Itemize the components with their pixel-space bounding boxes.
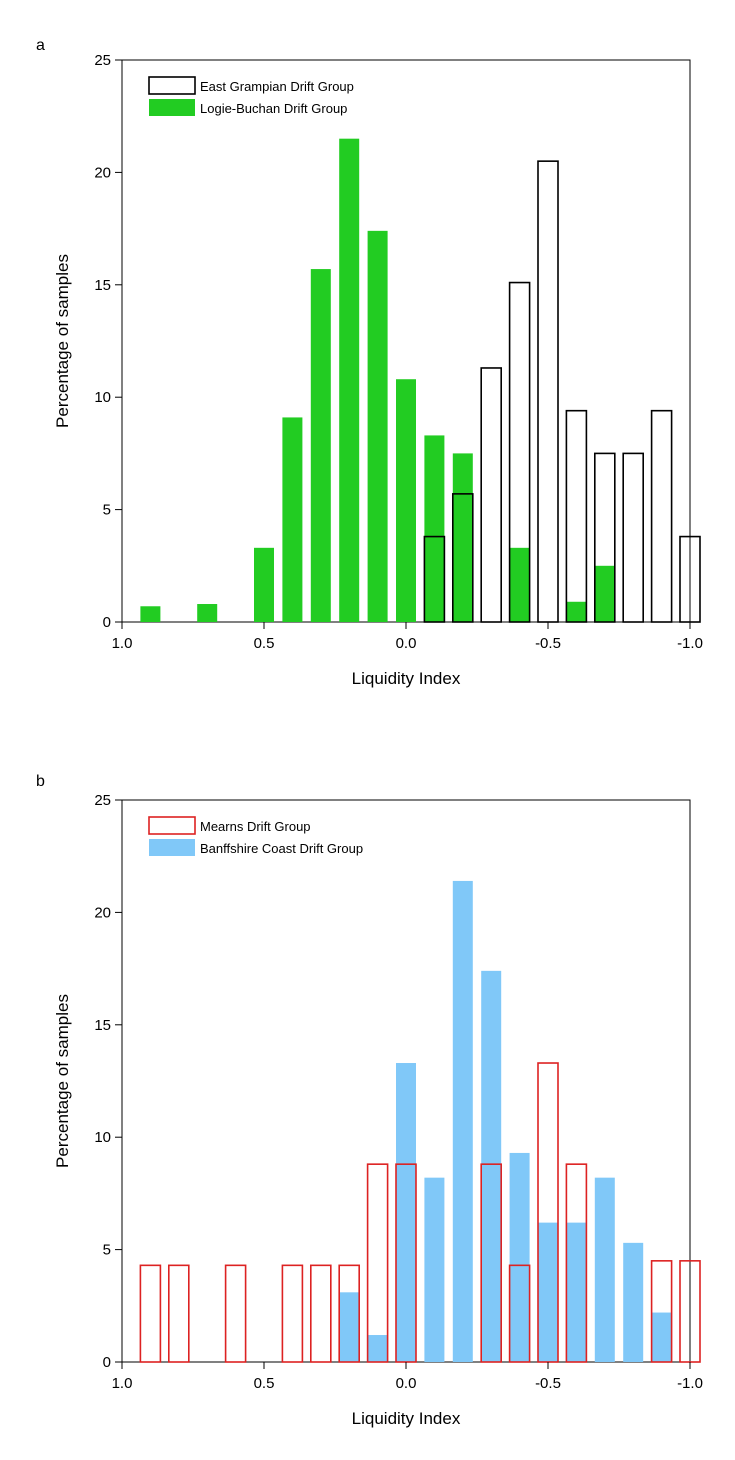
bar-banffshire-coast-drift-group-9	[594, 1177, 615, 1362]
bar-banffshire-coast-drift-group-7	[538, 1222, 558, 1362]
y-tick-label: 15	[94, 277, 111, 294]
bar-logie-buchan-drift-group-0	[140, 606, 161, 622]
legend-label: East Grampian Drift Group	[200, 79, 354, 94]
bar-logie-buchan-drift-group-7	[396, 379, 416, 622]
legend-swatch	[149, 99, 195, 116]
bar-east-grampian-drift-group-7	[622, 452, 645, 623]
legend-swatch	[148, 816, 196, 835]
bar-logie-buchan-drift-group-4	[310, 269, 331, 622]
y-tick-label: 20	[94, 904, 111, 921]
panel-label: b	[36, 773, 45, 790]
legend-label: Banffshire Coast Drift Group	[200, 841, 363, 856]
x-axis-title: Liquidity Index	[352, 1409, 461, 1428]
bar-banffshire-coast-drift-group-4	[452, 880, 473, 1362]
bar-mearns-drift-group-4	[309, 1264, 332, 1363]
bar-mearns-drift-group-1	[168, 1264, 190, 1363]
bar-mearns-drift-group-12	[650, 1260, 673, 1363]
bar-banffshire-coast-drift-group-5	[481, 970, 502, 1362]
bar-logie-buchan-drift-group-2	[254, 547, 274, 622]
bar-mearns-drift-group-0	[139, 1264, 162, 1363]
x-axis-title: Liquidity Index	[352, 669, 461, 688]
bar-logie-buchan-drift-group-9	[452, 453, 473, 622]
x-tick-label: -1.0	[677, 635, 703, 652]
bar-banffshire-coast-drift-group-1	[367, 1335, 388, 1362]
panel-label: a	[36, 37, 45, 54]
bar-logie-buchan-drift-group-5	[339, 138, 360, 622]
y-tick-label: 25	[94, 52, 111, 69]
chart-panel-b: b 0 5 10 15 20 25 1.0 0.5 0.0 -0.5 -1.0 Liquidity In…	[36, 773, 703, 1428]
chart-panel-a: a 0 5 10 15 20 25 1.0 0.5 0.0 -0.5 -1.0 Liquidity In…	[36, 37, 703, 688]
bar-banffshire-coast-drift-group-11	[651, 1312, 672, 1362]
y-tick-label: 5	[103, 1242, 111, 1259]
bar-banffshire-coast-drift-group-3	[424, 1177, 445, 1362]
bar-logie-buchan-drift-group-3	[282, 417, 303, 622]
bar-mearns-drift-group-2	[224, 1264, 247, 1363]
x-tick-label: 0.0	[396, 1375, 417, 1392]
bar-mearns-drift-group-6	[366, 1163, 389, 1363]
bar-east-grampian-drift-group-0	[423, 535, 446, 623]
bar-east-grampian-drift-group-1	[451, 493, 474, 623]
bar-banffshire-coast-drift-group-10	[623, 1242, 644, 1362]
bar-logie-buchan-drift-group-8	[424, 435, 445, 622]
y-tick-label: 0	[103, 614, 111, 631]
bar-logie-buchan-drift-group-1	[197, 604, 218, 622]
legend-label: Mearns Drift Group	[200, 819, 311, 834]
bar-east-grampian-drift-group-8	[650, 409, 673, 623]
x-tick-label: -1.0	[677, 1375, 703, 1392]
x-tick-label: 1.0	[112, 1375, 133, 1392]
y-tick-label: 10	[94, 389, 111, 406]
x-tick-label: 0.0	[396, 635, 417, 652]
y-axis-title: Percentage of samples	[53, 254, 72, 428]
bar-east-grampian-drift-group-2	[480, 367, 503, 623]
bar-logie-buchan-drift-group-11	[566, 601, 587, 622]
bar-logie-buchan-drift-group-6	[367, 230, 388, 622]
y-tick-label: 10	[94, 1129, 111, 1146]
bar-mearns-drift-group-11	[565, 1163, 588, 1363]
x-tick-label: 1.0	[112, 635, 133, 652]
legend-swatch	[149, 839, 195, 856]
bar-mearns-drift-group-9	[508, 1264, 531, 1363]
bar-mearns-drift-group-8	[480, 1163, 503, 1363]
bar-mearns-drift-group-5	[338, 1264, 361, 1363]
bar-logie-buchan-drift-group-12	[594, 565, 615, 622]
bar-east-grampian-drift-group-3	[508, 281, 531, 623]
legend-label: Logie-Buchan Drift Group	[200, 101, 347, 116]
legend-swatch	[148, 76, 196, 95]
bar-east-grampian-drift-group-5	[565, 409, 588, 623]
y-tick-label: 0	[103, 1354, 111, 1371]
bar-east-grampian-drift-group-6	[593, 452, 616, 623]
x-tick-label: 0.5	[254, 635, 275, 652]
x-tick-label: 0.5	[254, 1375, 275, 1392]
y-tick-label: 25	[94, 792, 111, 809]
bar-banffshire-coast-drift-group-8	[566, 1222, 587, 1362]
bar-logie-buchan-drift-group-10	[509, 547, 530, 622]
y-tick-label: 15	[94, 1017, 111, 1034]
bar-banffshire-coast-drift-group-0	[339, 1292, 360, 1362]
y-tick-label: 5	[103, 502, 111, 519]
bar-banffshire-coast-drift-group-2	[396, 1063, 416, 1362]
y-axis-title: Percentage of samples	[53, 994, 72, 1168]
x-tick-label: -0.5	[535, 1375, 561, 1392]
x-tick-label: -0.5	[535, 635, 561, 652]
bar-mearns-drift-group-3	[281, 1264, 304, 1363]
y-tick-label: 20	[94, 164, 111, 181]
bar-banffshire-coast-drift-group-6	[509, 1152, 530, 1362]
